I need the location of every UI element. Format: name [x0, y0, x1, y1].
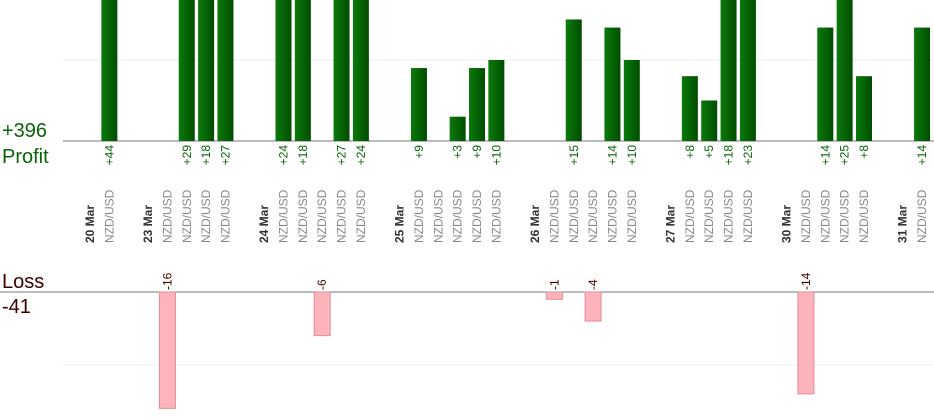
bar: [333, 0, 350, 141]
x-tick-label: NZD/USD: [547, 189, 561, 243]
value-label: +14: [915, 145, 929, 166]
value-label: +14: [605, 145, 619, 166]
date-label: 25 Mar: [393, 205, 407, 243]
value-label: +18: [296, 145, 310, 166]
bar: [545, 291, 563, 300]
x-tick-label: NZD/USD: [567, 189, 581, 243]
x-tick-label: NZD/USD: [625, 189, 639, 243]
x-tick-label: NZD/USD: [489, 189, 503, 243]
bar: [856, 76, 872, 141]
bar: [198, 0, 215, 142]
bar: [584, 291, 602, 322]
date-label: 24 Mar: [257, 205, 271, 243]
bar: [701, 100, 718, 141]
loss-total: -41: [2, 296, 31, 318]
x-tick-label: NZD/USD: [818, 189, 832, 243]
x-tick-label: NZD/USD: [915, 189, 929, 243]
bar: [817, 27, 834, 141]
value-label: +14: [818, 145, 832, 166]
value-label: +27: [218, 145, 232, 166]
value-label: -16: [160, 272, 174, 290]
date-label: 23 Mar: [141, 205, 155, 243]
x-tick-label: NZD/USD: [857, 189, 871, 243]
bar: [101, 0, 118, 141]
bar: [604, 27, 621, 141]
bar: [352, 0, 369, 141]
value-label: -4: [586, 279, 600, 290]
bar: [449, 116, 466, 141]
x-tick-label: NZD/USD: [683, 189, 697, 243]
x-tick-label: NZD/USD: [102, 189, 116, 243]
bar: [178, 0, 195, 141]
x-tick-label: NZD/USD: [470, 189, 484, 243]
x-tick-label: NZD/USD: [605, 189, 619, 243]
x-tick-label: NZD/USD: [586, 189, 600, 243]
bar: [623, 59, 640, 142]
date-label: 20 Mar: [83, 205, 97, 243]
x-tick-label: NZD/USD: [722, 189, 736, 243]
bar: [158, 291, 176, 409]
x-tick-label: NZD/USD: [277, 189, 291, 243]
bar: [469, 68, 485, 141]
date-label: 27 Mar: [664, 205, 678, 243]
value-label: +44: [102, 145, 116, 166]
bar: [410, 68, 427, 141]
x-tick-label: NZD/USD: [431, 189, 445, 243]
x-tick-label: NZD/USD: [315, 189, 329, 243]
value-label: +10: [489, 145, 503, 166]
value-label: +5: [702, 145, 716, 159]
x-tick-label: NZD/USD: [412, 189, 426, 243]
bar: [914, 27, 931, 141]
value-label: +15: [567, 145, 581, 166]
bar: [488, 59, 505, 142]
x-tick-label: NZD/USD: [218, 189, 232, 243]
loss-legend: Loss: [2, 271, 44, 293]
value-label: +10: [625, 145, 639, 166]
bar: [681, 76, 698, 141]
bar: [565, 19, 582, 142]
value-label: +27: [335, 145, 349, 166]
x-tick-label: NZD/USD: [451, 189, 465, 243]
x-tick-label: NZD/USD: [741, 189, 755, 243]
value-label: +8: [683, 145, 697, 159]
value-label: +25: [838, 145, 852, 166]
bar: [836, 0, 853, 142]
bar: [720, 0, 737, 142]
value-label: +18: [722, 145, 736, 166]
bar: [217, 0, 234, 141]
date-label: 26 Mar: [528, 205, 542, 243]
value-label: -14: [799, 272, 813, 290]
x-tick-label: NZD/USD: [180, 189, 194, 243]
value-label: +29: [180, 145, 194, 166]
date-label: 31 Mar: [896, 205, 910, 243]
x-tick-label: NZD/USD: [296, 189, 310, 243]
value-label: +24: [354, 145, 368, 166]
profit-legend: Profit: [2, 146, 49, 168]
bar: [313, 291, 331, 337]
bar: [797, 291, 815, 395]
value-label: +3: [451, 145, 465, 159]
x-tick-label: NZD/USD: [354, 189, 368, 243]
value-label: +8: [857, 145, 871, 159]
x-tick-label: NZD/USD: [702, 189, 716, 243]
x-tick-label: NZD/USD: [799, 189, 813, 243]
value-label: -1: [547, 279, 561, 290]
value-label: +23: [741, 145, 755, 166]
x-tick-label: NZD/USD: [838, 189, 852, 243]
bar: [275, 0, 292, 141]
value-label: -6: [315, 279, 329, 290]
bar: [294, 0, 311, 142]
value-label: +18: [199, 145, 213, 166]
value-label: +9: [412, 145, 426, 159]
date-label: 30 Mar: [780, 205, 794, 243]
x-tick-label: NZD/USD: [199, 189, 213, 243]
value-label: +9: [470, 145, 484, 159]
bar: [739, 0, 756, 141]
value-label: +24: [277, 145, 291, 166]
profit-total: +396: [2, 120, 47, 142]
x-tick-label: NZD/USD: [160, 189, 174, 243]
x-tick-label: NZD/USD: [335, 189, 349, 243]
